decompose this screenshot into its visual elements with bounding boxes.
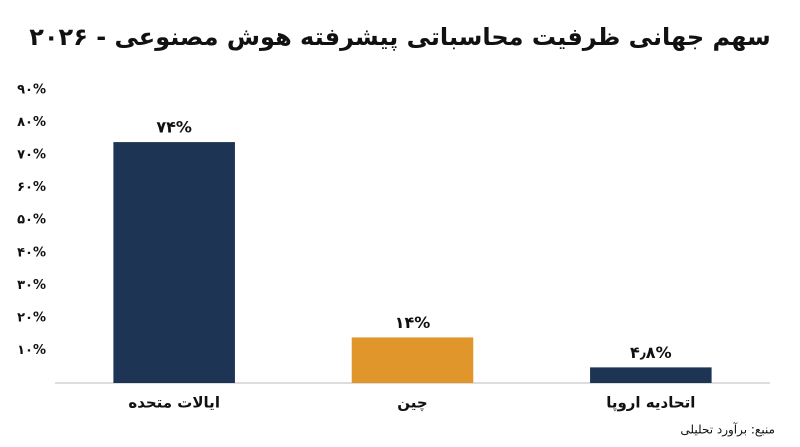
y-tick-label: ۶۰% [17,180,46,195]
data-label: ۷۴% [156,118,192,137]
data-label: ۴٫۸% [630,343,672,362]
y-tick-label: ۷۰% [17,148,46,163]
y-tick-label: ۸۰% [17,115,46,130]
source-note: منبع: برآورد تحلیلی [680,422,775,438]
bar [351,337,474,383]
data-label: ۱۴% [395,313,431,332]
y-tick-label: ۳۰% [17,278,46,293]
bar [590,367,712,383]
x-tick-label: ایالات متحده [128,394,220,412]
bar [113,142,235,383]
chart-title: سهم جهانی ظرفیت محاسباتی پیشرفته هوش مصن… [29,23,771,51]
y-tick-label: ۱۰% [17,343,46,358]
y-tick-label: ۴۰% [17,245,46,260]
y-tick-label: ۲۰% [17,310,46,325]
x-tick-label: اتحادیه اروپا [606,394,695,413]
y-tick-label: ۵۰% [17,213,46,228]
y-tick-label: ۹۰% [17,83,46,98]
x-tick-label: چین [397,394,427,413]
